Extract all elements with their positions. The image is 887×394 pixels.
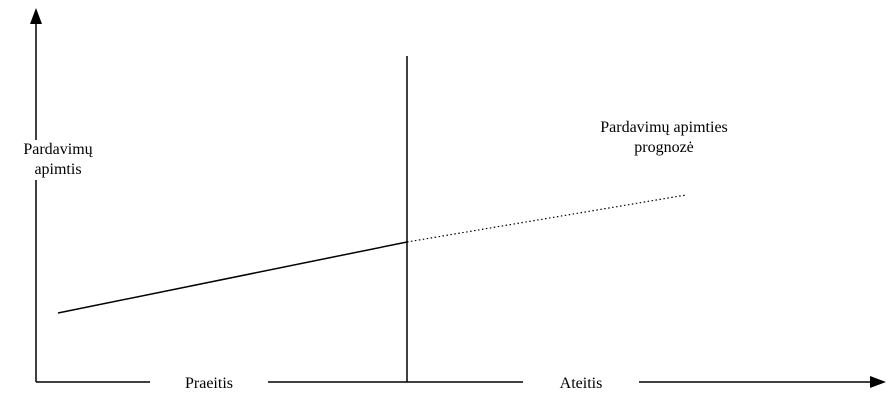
- forecast-trend-line: [406, 194, 687, 243]
- forecast-label-line2: prognozė: [634, 139, 694, 156]
- past-segment-label: Praeitis: [150, 374, 268, 394]
- forecast-label: Pardavimų apimties prognozė: [566, 118, 762, 158]
- y-axis-arrowhead: [30, 8, 42, 24]
- y-axis-label: Pardavimų apimtis: [6, 140, 110, 180]
- future-segment-label: Ateitis: [523, 374, 639, 394]
- y-axis-label-line2: apimtis: [34, 161, 82, 178]
- x-axis-arrowhead: [870, 376, 886, 388]
- forecast-label-line1: Pardavimų apimties: [600, 119, 728, 136]
- past-sales-trend-line: [57, 241, 408, 314]
- y-axis-label-line1: Pardavimų: [23, 141, 93, 158]
